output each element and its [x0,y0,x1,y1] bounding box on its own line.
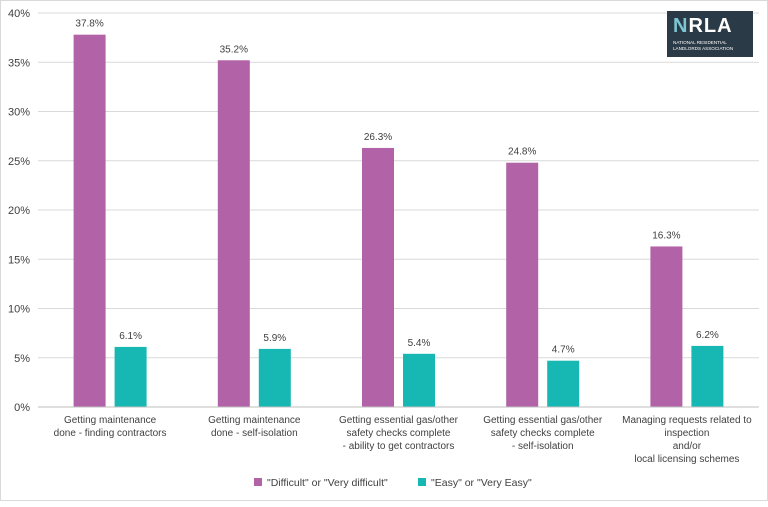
data-label: 6.2% [696,330,719,341]
y-tick-label: 35% [8,57,30,69]
y-tick-label: 25% [8,156,30,168]
logo-subtitle: NATIONAL RESIDENTIAL LANDLORDS ASSOCIATI… [673,40,734,51]
x-category-label: Getting maintenance done - self-isolation [208,415,301,439]
data-label: 5.4% [408,338,431,349]
bar [114,346,147,407]
y-tick-label: 10% [8,304,30,316]
bar [650,246,683,407]
bar [403,353,435,407]
logo-brand: NRLA [673,15,733,38]
x-category-label-line: done - self-isolation [211,428,298,439]
x-category-label-line: safety checks complete [491,428,595,439]
nrla-logo: NRLA NATIONAL RESIDENTIAL LANDLORDS ASSO… [667,11,753,57]
legend-label: "Easy" or "Very Easy" [431,477,532,489]
x-category-label-line: Getting essential gas/other [339,415,459,426]
x-category-label-line: done - finding contractors [54,428,167,439]
x-category-label-line: local licensing schemes [634,454,739,465]
x-category-label-line: inspection [664,428,709,439]
data-label: 4.7% [552,345,575,356]
data-label: 24.8% [508,147,536,158]
x-category-label-line: Getting essential gas/other [483,415,603,426]
bar [362,147,394,407]
data-label: 26.3% [364,132,392,143]
bar [258,348,291,407]
x-category-label: Managing requests related to inspection an… [622,415,752,465]
y-tick-label: 40% [8,8,30,20]
logo-brand-initial: N [673,15,689,37]
data-label: 37.8% [75,19,103,30]
x-category-label: Getting essential gas/other safety checks… [483,415,603,452]
y-tick-label: 20% [8,205,30,217]
x-category-label: Getting maintenance done - finding contra… [54,415,167,439]
x-category-label: Getting essential gas/other safety checks… [339,415,459,452]
bar [547,360,580,407]
bar [73,34,106,408]
bar [506,162,539,407]
data-label: 6.1% [119,331,142,342]
x-category-label-line: Managing requests related to [622,415,752,426]
legend-swatch [254,478,262,486]
bar [691,345,724,407]
y-tick-label: 30% [8,107,30,119]
bar [217,60,250,407]
data-label: 5.9% [263,333,286,344]
x-category-label-line: Getting maintenance [208,415,301,426]
x-category-label-line: safety checks complete [347,428,451,439]
data-label: 35.2% [220,44,248,55]
legend-label: "Difficult" or "Very difficult" [267,477,388,489]
legend-swatch [418,478,426,486]
y-tick-label: 5% [14,353,30,365]
x-category-label-line: and/or [673,441,702,452]
y-tick-label: 15% [8,254,30,266]
x-category-label-line: - self-isolation [512,441,574,452]
x-category-label-line: - ability to get contractors [343,441,455,452]
x-category-label-line: Getting maintenance [64,415,157,426]
logo-brand-rest: RLA [688,15,733,37]
y-tick-label: 0% [14,402,30,414]
data-label: 16.3% [652,230,680,241]
